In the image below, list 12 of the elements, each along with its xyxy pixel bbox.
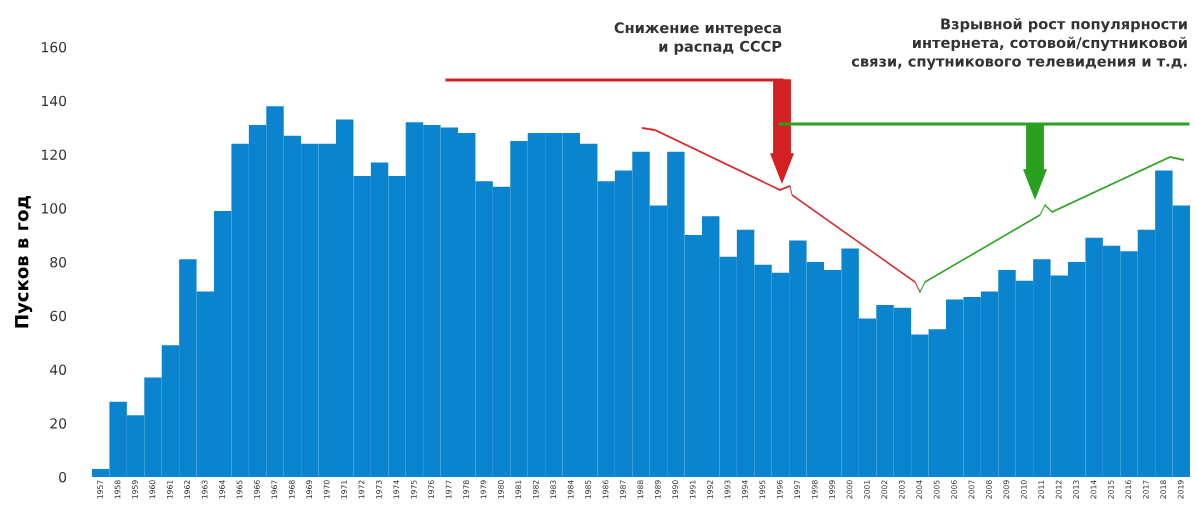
y-axis-title: Пусков в год: [15, 195, 33, 328]
y-tick-label: 0: [59, 471, 67, 483]
annotation: Взрывной рост популярности интернета, сотовой/спутниковой связи, спутникового телевидения и т.д.: [851, 18, 1187, 70]
y-tick-label: 60: [50, 310, 67, 322]
y-tick-label: 80: [50, 256, 67, 268]
annotation: Снижение интереса и распад СССР: [614, 22, 782, 55]
y-tick-label: 160: [42, 41, 67, 53]
y-tick-label: 120: [42, 149, 67, 160]
y-tick-label: 40: [50, 364, 67, 375]
y-tick-label: 140: [42, 95, 67, 107]
y-tick-label: 100: [42, 203, 67, 214]
y-tick-label: 20: [50, 418, 67, 429]
